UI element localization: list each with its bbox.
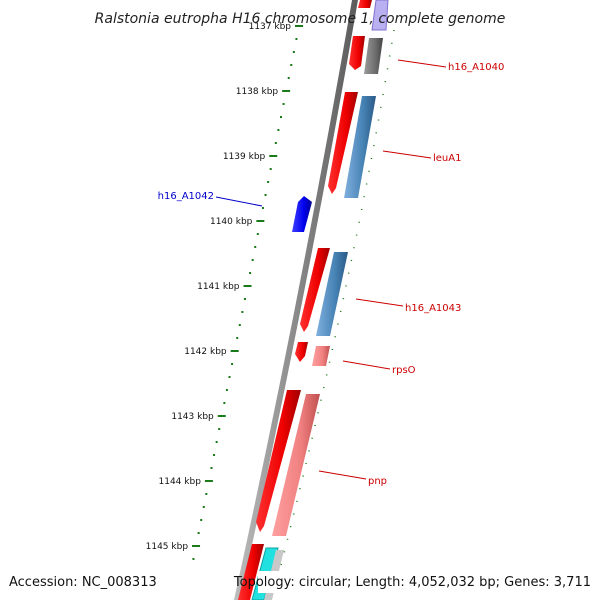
tick-label: 1140 kbp — [210, 217, 253, 227]
tick-label: 1145 kbp — [146, 542, 189, 552]
leader-line-pnp — [318, 470, 367, 480]
gene-label-h16-a1042[interactable]: h16_A1042 — [158, 191, 214, 202]
topology-text: Topology: circular; Length: 4,052,032 bp… — [233, 575, 591, 590]
tick-label: 1144 kbp — [159, 477, 202, 487]
accession-text: Accession: NC_008313 — [9, 575, 157, 590]
gene-label-h16-a1043[interactable]: h16_A1043 — [405, 303, 461, 314]
leader-line-h16-a1040 — [397, 59, 447, 68]
gene-label-rpso[interactable]: rpsO — [392, 365, 416, 376]
gene-label-h16-a1040[interactable]: h16_A1040 — [448, 62, 504, 73]
tick-label: 1137 kbp — [249, 22, 292, 32]
leader-line-h16-a1043 — [355, 298, 404, 307]
gene-feature-h16-a1043-trna[interactable] — [316, 252, 348, 336]
tick-label: 1141 kbp — [197, 282, 240, 292]
chromosome-backbone — [234, 0, 358, 600]
gene-feature-leua1-trna[interactable] — [344, 96, 376, 198]
gene-label-pnp[interactable]: pnp — [368, 476, 387, 487]
tick-label: 1143 kbp — [171, 412, 214, 422]
gene-feature-rpso-rrna[interactable] — [312, 346, 330, 366]
gene-label-leua1[interactable]: leuA1 — [433, 153, 461, 164]
leader-line-rpso — [342, 360, 391, 370]
leader-line-h16-a1042 — [215, 196, 263, 207]
tick-marks: 1137 kbp 1138 kbp 1139 kbp 1140 kbp 1141 kbp… — [146, 22, 303, 560]
gene-feature-top-purple[interactable] — [371, 0, 389, 31]
gene-feature-h16-a1040-other[interactable] — [364, 38, 383, 74]
gene-feature-top-red[interactable] — [358, 0, 372, 8]
gene-feature-leua1-cds[interactable] — [328, 92, 358, 194]
gene-feature-h16-a1043-cds[interactable] — [300, 248, 330, 332]
footer-backdrop — [258, 571, 600, 593]
gene-feature-pnp-rrna[interactable] — [272, 394, 320, 536]
tick-label: 1138 kbp — [236, 87, 279, 97]
gene-feature-pnp-cds[interactable] — [256, 390, 301, 532]
tick-label: 1142 kbp — [184, 347, 227, 357]
tick-label: 1139 kbp — [223, 152, 266, 162]
map-title: Ralstonia eutropha H16 chromosome 1, com… — [95, 11, 506, 27]
gene-feature-rpso-cds[interactable] — [295, 342, 308, 362]
gene-feature-h16-a1040-cds[interactable] — [349, 36, 365, 70]
gene-labels: h16_A1040 leuA1 h16_A1042 h16_A1043 rpsO… — [158, 59, 504, 487]
gene-feature-bottom-red[interactable] — [238, 544, 264, 600]
gene-feature-h16-a1042-cds[interactable] — [292, 196, 312, 232]
leader-line-leua1 — [382, 150, 432, 159]
